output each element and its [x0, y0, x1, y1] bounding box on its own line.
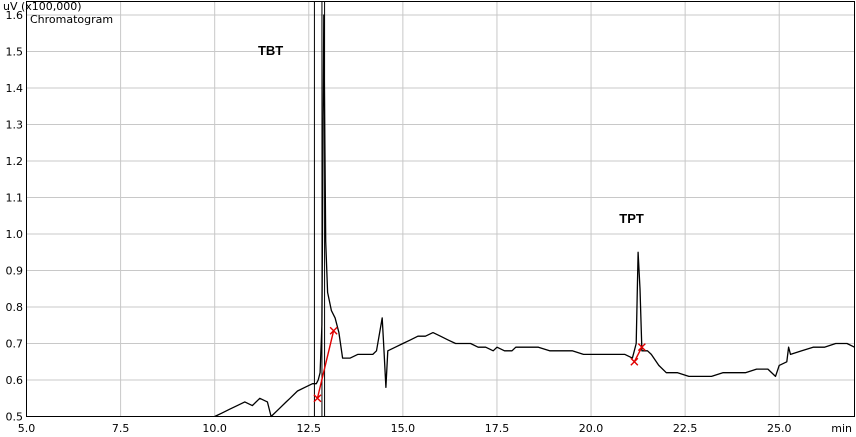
y-tick-label: 1.5 [6, 46, 24, 59]
grid [26, 1, 855, 417]
baseline-point-marker [637, 343, 646, 352]
peak-baselines [313, 326, 646, 403]
x-tick-label: 25.0 [767, 422, 792, 435]
y-tick-label: 1.2 [6, 155, 24, 168]
baseline-point-marker [329, 326, 338, 335]
plot-frame [26, 1, 855, 417]
x-tick-labels: 5.0 7.5 10.0 12.5 15.0 17.5 20.0 22.5 25.0 [18, 422, 792, 435]
peak-label: TPT [619, 211, 644, 226]
x-tick-label: 22.5 [673, 422, 698, 435]
peak-label: TBT [258, 43, 283, 58]
x-tick-label: 20.0 [579, 422, 604, 435]
x-tick-label: 10.0 [202, 422, 227, 435]
y-tick-label: 0.8 [6, 301, 24, 314]
y-tick-label: 1.1 [6, 192, 24, 205]
baseline-segment [633, 346, 643, 363]
x-tick-label: 5.0 [18, 422, 36, 435]
x-tick-label: 15.0 [391, 422, 416, 435]
baseline-point-marker [630, 357, 639, 366]
x-tick-label: 7.5 [112, 422, 130, 435]
chromatogram-line [214, 14, 855, 418]
y-tick-label: 1.4 [6, 82, 24, 95]
y-tick-label: 0.7 [6, 338, 24, 351]
y-tick-label: 0.9 [6, 265, 24, 278]
x-axis-label: min [831, 422, 852, 435]
y-tick-labels: 0.5 0.6 0.7 0.8 0.9 1.0 1.1 1.2 1.3 1.4 1.5 1.6 [6, 9, 24, 424]
baseline-point-marker [313, 394, 322, 403]
y-tick-label: 0.6 [6, 374, 24, 387]
y-axis-label: uV (x100,000) [3, 0, 82, 13]
series [214, 14, 855, 418]
y-tick-label: 1.6 [6, 9, 24, 22]
y-tick-label: 1.0 [6, 228, 24, 241]
y-tick-label: 0.5 [6, 411, 24, 424]
y-tick-label: 1.3 [6, 119, 24, 132]
peak-annotations: TBT TPT [258, 43, 644, 226]
baseline-segment [316, 330, 335, 399]
legend-label: Chromatogram [30, 13, 113, 26]
x-tick-label: 12.5 [297, 422, 322, 435]
x-tick-label: 17.5 [485, 422, 510, 435]
